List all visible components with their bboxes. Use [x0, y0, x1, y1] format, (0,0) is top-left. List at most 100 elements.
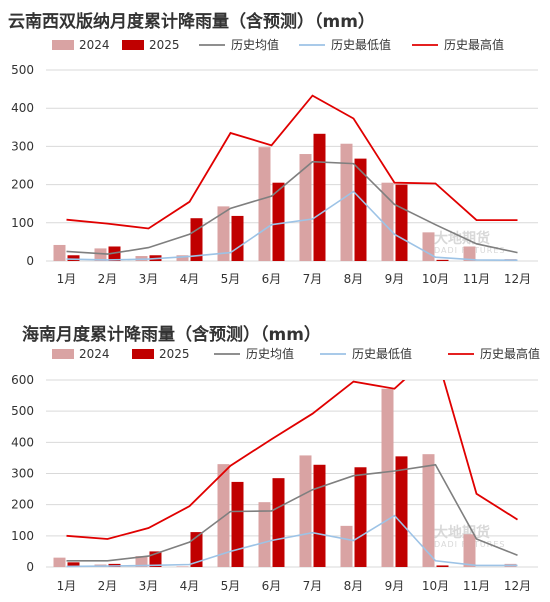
bar-2024: [340, 143, 353, 261]
x-tick-label: 7月: [303, 272, 323, 286]
y-axis-ticks: 0 100 200 300 400 500: [11, 63, 34, 268]
bar-2024: [422, 232, 435, 261]
y-tick-label: 400: [11, 101, 34, 115]
y-tick-label: 500: [11, 63, 34, 77]
watermark-logo-text: 大地期货: [434, 524, 490, 541]
bar-2024: [258, 147, 271, 261]
y-tick-label: 200: [11, 178, 34, 192]
legend-label: 历史最高值: [480, 346, 540, 361]
y-tick-label: 500: [11, 404, 34, 418]
chart-title: 云南西双版纳月度累计降雨量（含预测）（mm）: [8, 11, 375, 32]
bar-2025: [272, 182, 285, 261]
bar-2024: [299, 154, 312, 261]
x-tick-label: 9月: [385, 579, 405, 593]
bars: [53, 133, 517, 261]
x-tick-label: 2月: [98, 272, 118, 286]
legend: 2024 2025 历史均值 历史最低值 历史最高值: [52, 37, 504, 52]
bar-2025: [190, 532, 203, 567]
bar-2025: [354, 467, 367, 567]
bar-2024: [299, 455, 312, 567]
x-tick-label: 4月: [180, 272, 200, 286]
bar-2025: [436, 259, 449, 261]
legend-label: 历史最低值: [331, 37, 391, 52]
bar-2025: [313, 464, 326, 567]
bar-2024: [258, 502, 271, 567]
legend-label: 2024: [79, 347, 110, 361]
bar-2025: [231, 481, 244, 567]
gridlines: [46, 379, 538, 568]
bar-2024: [176, 255, 189, 261]
y-tick-label: 100: [11, 529, 34, 543]
series-line-历史均值: [66, 463, 518, 562]
bar-2024: [53, 244, 66, 261]
bar-2024: [381, 388, 394, 567]
y-tick-label: 100: [11, 216, 34, 230]
bar-2024: [94, 248, 107, 261]
chart-hainan: 海南月度累计降雨量（含预测）（mm） 2024 2025 历史均值 历史最低值 历史最高…: [11, 324, 540, 593]
x-tick-label: 3月: [139, 579, 159, 593]
x-tick-label: 8月: [344, 579, 364, 593]
y-tick-label: 0: [26, 254, 34, 268]
bar-2025: [231, 215, 244, 261]
x-tick-label: 6月: [262, 272, 282, 286]
bar-2024: [422, 454, 435, 567]
y-tick-label: 300: [11, 467, 34, 481]
bar-2024: [217, 464, 230, 567]
x-tick-label: 7月: [303, 579, 323, 593]
x-tick-label: 10月: [422, 579, 449, 593]
bar-2025: [67, 562, 80, 567]
bar-2024: [135, 556, 148, 567]
bar-2025: [395, 184, 408, 261]
bar-2024: [463, 534, 476, 567]
series-lines: [66, 380, 518, 568]
x-tick-label: 12月: [504, 272, 531, 286]
bar-2025: [313, 133, 326, 261]
x-tick-label: 1月: [57, 579, 77, 593]
x-tick-label: 12月: [504, 579, 531, 593]
gridlines: [46, 69, 538, 262]
legend-label: 历史均值: [231, 37, 279, 52]
x-tick-label: 11月: [463, 579, 490, 593]
bar-2024: [217, 206, 230, 261]
chart-title: 海南月度累计降雨量（含预测）（mm）: [22, 324, 321, 345]
bars: [53, 388, 517, 567]
bar-2024: [340, 525, 353, 567]
legend-label: 历史最高值: [444, 37, 504, 52]
bar-2025: [436, 565, 449, 567]
legend-swatch: [122, 40, 144, 50]
bar-2025: [272, 478, 285, 567]
x-axis-ticks: 1月 2月 3月 4月 5月 6月 7月 8月 9月 10月 11月 12月: [57, 579, 531, 593]
bar-2025: [395, 456, 408, 567]
legend: 2024 2025 历史均值 历史最低值 历史最高值: [52, 346, 540, 361]
x-tick-label: 1月: [57, 272, 77, 286]
series-line-历史最低值: [66, 514, 518, 568]
series-lines: [66, 94, 518, 261]
legend-label: 2025: [159, 347, 190, 361]
chart-yunnan-xishuangbanna: 云南西双版纳月度累计降雨量（含预测）（mm） 2024 2025 历史均值 历史最低值…: [8, 11, 538, 286]
x-tick-label: 11月: [463, 272, 490, 286]
y-tick-label: 300: [11, 139, 34, 153]
x-tick-label: 4月: [180, 579, 200, 593]
bar-2024: [463, 246, 476, 261]
legend-label: 历史最低值: [352, 346, 412, 361]
x-tick-label: 5月: [221, 579, 241, 593]
series-line-历史均值: [66, 160, 518, 255]
series-line-历史最低值: [66, 190, 518, 261]
legend-label: 2024: [79, 38, 110, 52]
x-tick-label: 8月: [344, 272, 364, 286]
legend-swatch: [132, 349, 154, 359]
series-line-历史最高值: [66, 380, 518, 540]
legend-swatch: [52, 40, 74, 50]
x-tick-label: 6月: [262, 579, 282, 593]
legend-swatch: [52, 349, 74, 359]
bar-2025: [67, 255, 80, 261]
x-tick-label: 2月: [98, 579, 118, 593]
bar-2024: [381, 182, 394, 261]
y-tick-label: 400: [11, 435, 34, 449]
legend-label: 历史均值: [246, 346, 294, 361]
y-tick-label: 200: [11, 498, 34, 512]
x-axis-ticks: 1月 2月 3月 4月 5月 6月 7月 8月 9月 10月 11月 12月: [57, 272, 531, 286]
y-axis-ticks: 0 100 200 300 400 500 600: [11, 373, 34, 574]
x-tick-label: 9月: [385, 272, 405, 286]
